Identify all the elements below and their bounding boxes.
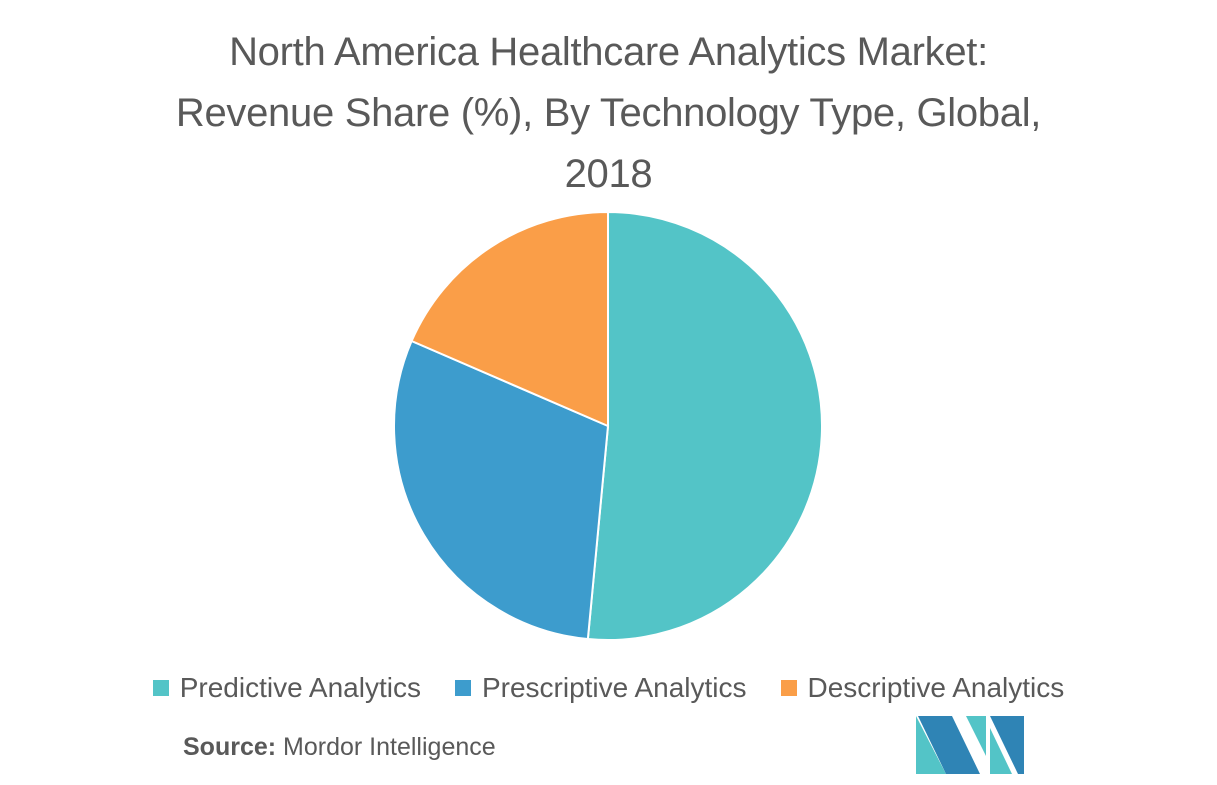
legend-swatch-descriptive: [780, 680, 797, 696]
logo-shape-4: [990, 716, 1024, 774]
logo-shape-1: [916, 716, 946, 774]
legend-item-prescriptive: Prescriptive Analytics: [454, 672, 747, 704]
legend-item-descriptive: Descriptive Analytics: [780, 672, 1065, 704]
pie-slice-predictive: [586, 210, 823, 641]
chart-title-line-1: North America Healthcare Analytics Marke…: [229, 30, 988, 74]
source-note: Source: Mordor Intelligence: [183, 733, 496, 762]
mordor-intelligence-logo-icon: [916, 716, 1024, 774]
legend-label-prescriptive: Prescriptive Analytics: [481, 672, 747, 703]
source-label: Source:: [183, 733, 277, 761]
chart-title: North America Healthcare Analytics Marke…: [0, 22, 1217, 205]
legend-swatch-predictive: [152, 680, 169, 696]
chart-title-line-2: Revenue Share (%), By Technology Type, G…: [175, 91, 1042, 135]
pie-slice-prescriptive: [393, 339, 610, 641]
logo-shape-5: [990, 728, 1012, 774]
pie-slice-descriptive: [410, 210, 609, 428]
legend-label-descriptive: Descriptive Analytics: [807, 672, 1065, 703]
source-text: Mordor Intelligence: [283, 733, 496, 761]
legend-item-predictive: Predictive Analytics: [152, 672, 421, 704]
chart-title-line-3: 2018: [564, 152, 653, 196]
chart-legend: Predictive Analytics Prescriptive Analyt…: [0, 672, 1217, 704]
legend-swatch-prescriptive: [454, 680, 471, 696]
logo-shape-3: [966, 716, 986, 756]
logo-shape-2: [918, 716, 980, 774]
legend-label-predictive: Predictive Analytics: [179, 672, 421, 703]
